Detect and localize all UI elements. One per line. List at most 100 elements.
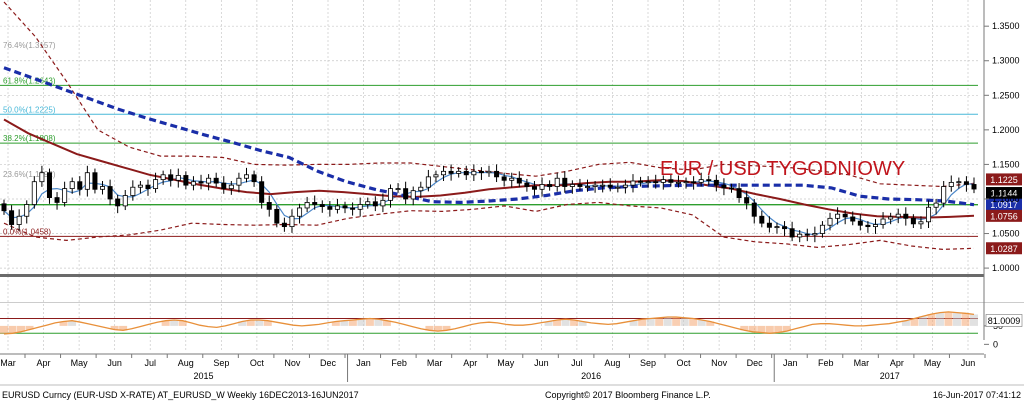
rsi-fill [374, 319, 383, 326]
x-tick-label: Apr [463, 358, 477, 368]
series-boll_lower [3, 201, 975, 251]
rsi-fill [263, 320, 272, 326]
rsi-fill [901, 320, 910, 326]
rsi-fill [442, 325, 451, 331]
candle-body [903, 213, 909, 219]
y-tick-label: 1.1500 [992, 159, 1020, 169]
candle [425, 169, 431, 192]
candle [645, 176, 651, 188]
candle [24, 200, 30, 224]
x-tick-label: Apr [37, 358, 51, 368]
candle [933, 198, 939, 215]
candle-body [759, 215, 765, 224]
candle-body [948, 181, 954, 187]
candle [122, 189, 128, 211]
candle-body [736, 188, 742, 198]
rsi-fill [544, 321, 553, 326]
panel-separator [0, 274, 984, 277]
rsi-fill [425, 325, 434, 331]
x-tick-label: Jul [144, 358, 156, 368]
x-tick-label: Aug [604, 358, 620, 368]
candle [183, 171, 189, 190]
footer-right: 16-Jun-2017 07:41:12 [933, 390, 1021, 400]
candle [395, 183, 401, 193]
candle [304, 196, 310, 213]
candle-body [243, 174, 249, 179]
x-year-label: 2017 [880, 371, 900, 381]
x-tick-label: Mar [854, 358, 870, 368]
candle [721, 178, 727, 196]
candle [433, 170, 439, 183]
rsi-fill [348, 319, 357, 326]
candle-body [236, 177, 242, 186]
candle-body [198, 181, 204, 184]
candle-body [175, 175, 181, 181]
x-tick-label: Jun [534, 358, 549, 368]
candle [698, 172, 704, 187]
candle-body [259, 181, 265, 203]
candle [410, 186, 416, 206]
candle [342, 201, 348, 214]
price-tag [986, 209, 1022, 222]
price-tag-label: 1.1144 [991, 189, 1018, 199]
candle [107, 179, 113, 206]
candle-body [766, 222, 772, 228]
y-tick-label: 1.1000 [992, 194, 1020, 204]
x-tick-label: May [71, 358, 89, 368]
candle [478, 167, 484, 180]
candle-body [569, 184, 575, 187]
candle-body [607, 184, 613, 188]
x-year-label: 2015 [194, 371, 214, 381]
candle [251, 170, 257, 187]
x-tick-label: Jan [356, 358, 371, 368]
candle-body [797, 233, 803, 238]
candle [372, 196, 378, 212]
candle-body [675, 181, 681, 184]
candle [16, 209, 22, 231]
candle [827, 212, 833, 231]
chart-title: EUR / USD TYGODNIOWY [660, 158, 905, 180]
vertical-grid [7, 0, 969, 351]
candle-body [971, 184, 977, 190]
candle [115, 194, 121, 214]
x-tick-label: Sep [640, 358, 656, 368]
candle-body [266, 202, 272, 210]
candle [471, 164, 477, 182]
fib-label: 38.2%(1.1808) [3, 134, 56, 143]
x-tick-label: Oct [677, 358, 692, 368]
x-tick-label: Aug [178, 358, 194, 368]
candle [92, 168, 98, 194]
candle [539, 177, 545, 197]
candle-body [410, 190, 416, 200]
series-boll_upper [3, 1, 975, 188]
candle-body [910, 217, 916, 225]
footer-center: Copyright© 2017 Bloomberg Finance L.P. [545, 390, 711, 400]
candle [850, 211, 856, 226]
candle [812, 226, 818, 243]
candle-body [933, 202, 939, 208]
candle-body [31, 181, 37, 205]
rsi-fill [382, 320, 391, 326]
fib-label: 76.4%(1.3157) [3, 41, 56, 50]
rsi-fill [246, 319, 255, 326]
candle [387, 184, 393, 208]
rsi-fill [935, 312, 944, 326]
x-year-label: 2016 [581, 371, 601, 381]
candle [350, 202, 356, 216]
candle-body [441, 170, 447, 176]
rsi-fill [331, 321, 340, 326]
x-tick-label: May [497, 358, 515, 368]
candle-body [880, 218, 886, 225]
rsi-fill [25, 325, 34, 330]
candle-body [304, 202, 310, 209]
candle-body [516, 177, 522, 184]
rsi-fill [340, 320, 349, 326]
candle [736, 183, 742, 203]
candle [175, 168, 181, 188]
rsi-fill [570, 319, 579, 326]
candle [243, 167, 249, 183]
x-tick-label: Apr [890, 358, 904, 368]
candle-body [486, 170, 492, 174]
candle-body [24, 204, 30, 217]
